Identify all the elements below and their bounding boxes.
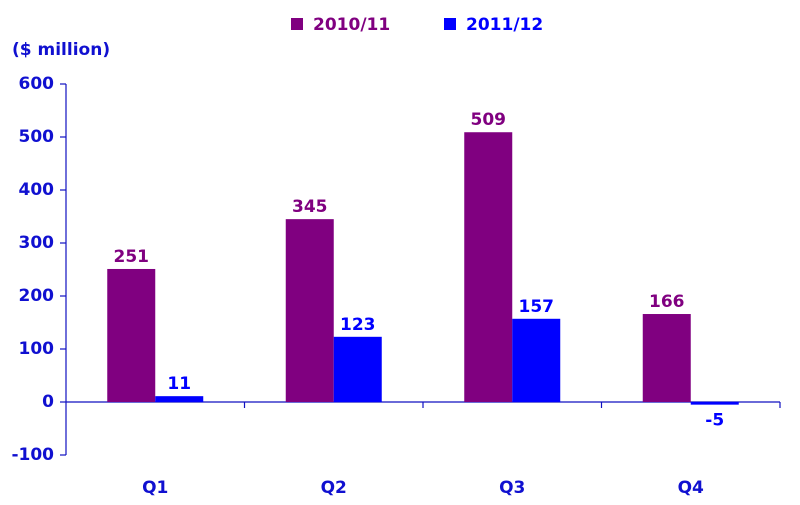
bar xyxy=(333,336,382,402)
bar xyxy=(690,402,739,405)
y-tick-label: -100 xyxy=(11,445,54,465)
x-tick-label: Q4 xyxy=(678,478,704,498)
value-label: 123 xyxy=(340,315,376,335)
y-tick-label: 400 xyxy=(19,180,55,200)
legend-label: 2011/12 xyxy=(466,15,543,35)
bar xyxy=(107,268,156,402)
bar xyxy=(512,318,561,402)
bar xyxy=(285,219,334,402)
bar xyxy=(155,396,204,402)
y-tick-label: 300 xyxy=(19,233,55,253)
y-tick-label: 600 xyxy=(19,74,55,94)
value-label: 157 xyxy=(519,297,555,317)
x-tick-label: Q2 xyxy=(321,478,347,498)
y-tick-label: 200 xyxy=(19,286,55,306)
bar xyxy=(642,314,691,402)
y-tick-label: 100 xyxy=(19,339,55,359)
legend-label: 2010/11 xyxy=(313,15,390,35)
value-label: 166 xyxy=(649,292,685,312)
legend-swatch xyxy=(444,18,456,30)
value-label: 345 xyxy=(292,197,328,217)
y-tick-label: 500 xyxy=(19,127,55,147)
bar xyxy=(464,132,513,403)
value-label: -5 xyxy=(705,411,724,431)
y-axis-label: ($ million) xyxy=(12,40,110,60)
value-label: 11 xyxy=(167,374,191,394)
x-tick-label: Q3 xyxy=(499,478,525,498)
value-label: 509 xyxy=(471,110,507,130)
legend-swatch xyxy=(291,18,303,30)
y-tick-label: 0 xyxy=(42,392,54,412)
x-tick-label: Q1 xyxy=(142,478,168,498)
value-label: 251 xyxy=(114,247,150,267)
